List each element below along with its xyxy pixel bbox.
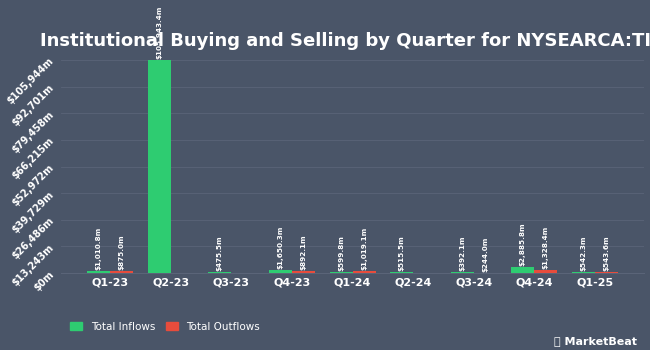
Text: $543.6m: $543.6m xyxy=(603,235,610,271)
Text: $1,010.8m: $1,010.8m xyxy=(96,227,101,270)
Bar xyxy=(269,270,292,273)
Text: $1,328.4m: $1,328.4m xyxy=(543,226,549,270)
Bar xyxy=(330,272,352,273)
Bar xyxy=(352,271,376,273)
Text: ⫿ MarketBeat: ⫿ MarketBeat xyxy=(554,336,637,346)
Text: $244.0m: $244.0m xyxy=(482,236,488,272)
Bar xyxy=(148,60,171,273)
Text: $1,019.1m: $1,019.1m xyxy=(361,227,367,270)
Text: $599.8m: $599.8m xyxy=(338,235,344,271)
Text: $542.3m: $542.3m xyxy=(580,236,586,271)
Text: $105,943.4m: $105,943.4m xyxy=(156,6,162,59)
Text: $392.1m: $392.1m xyxy=(459,236,465,271)
Text: $1,650.3m: $1,650.3m xyxy=(278,225,283,269)
Bar xyxy=(512,267,534,273)
Text: $475.5m: $475.5m xyxy=(217,236,223,271)
Bar xyxy=(450,272,474,273)
Bar xyxy=(111,271,133,273)
Text: $2,885.8m: $2,885.8m xyxy=(520,223,526,266)
Title: Institutional Buying and Selling by Quarter for NYSEARCA:TIP: Institutional Buying and Selling by Quar… xyxy=(40,32,650,50)
Bar xyxy=(572,272,595,273)
Text: $892.1m: $892.1m xyxy=(300,234,306,270)
Text: $515.5m: $515.5m xyxy=(398,235,404,271)
Bar xyxy=(595,272,618,273)
Legend: Total Inflows, Total Outflows: Total Inflows, Total Outflows xyxy=(66,317,265,336)
Bar xyxy=(390,272,413,273)
Bar xyxy=(209,272,231,273)
Bar xyxy=(87,271,111,273)
Text: $875.0m: $875.0m xyxy=(119,234,125,270)
Bar xyxy=(534,270,557,273)
Bar xyxy=(292,271,315,273)
